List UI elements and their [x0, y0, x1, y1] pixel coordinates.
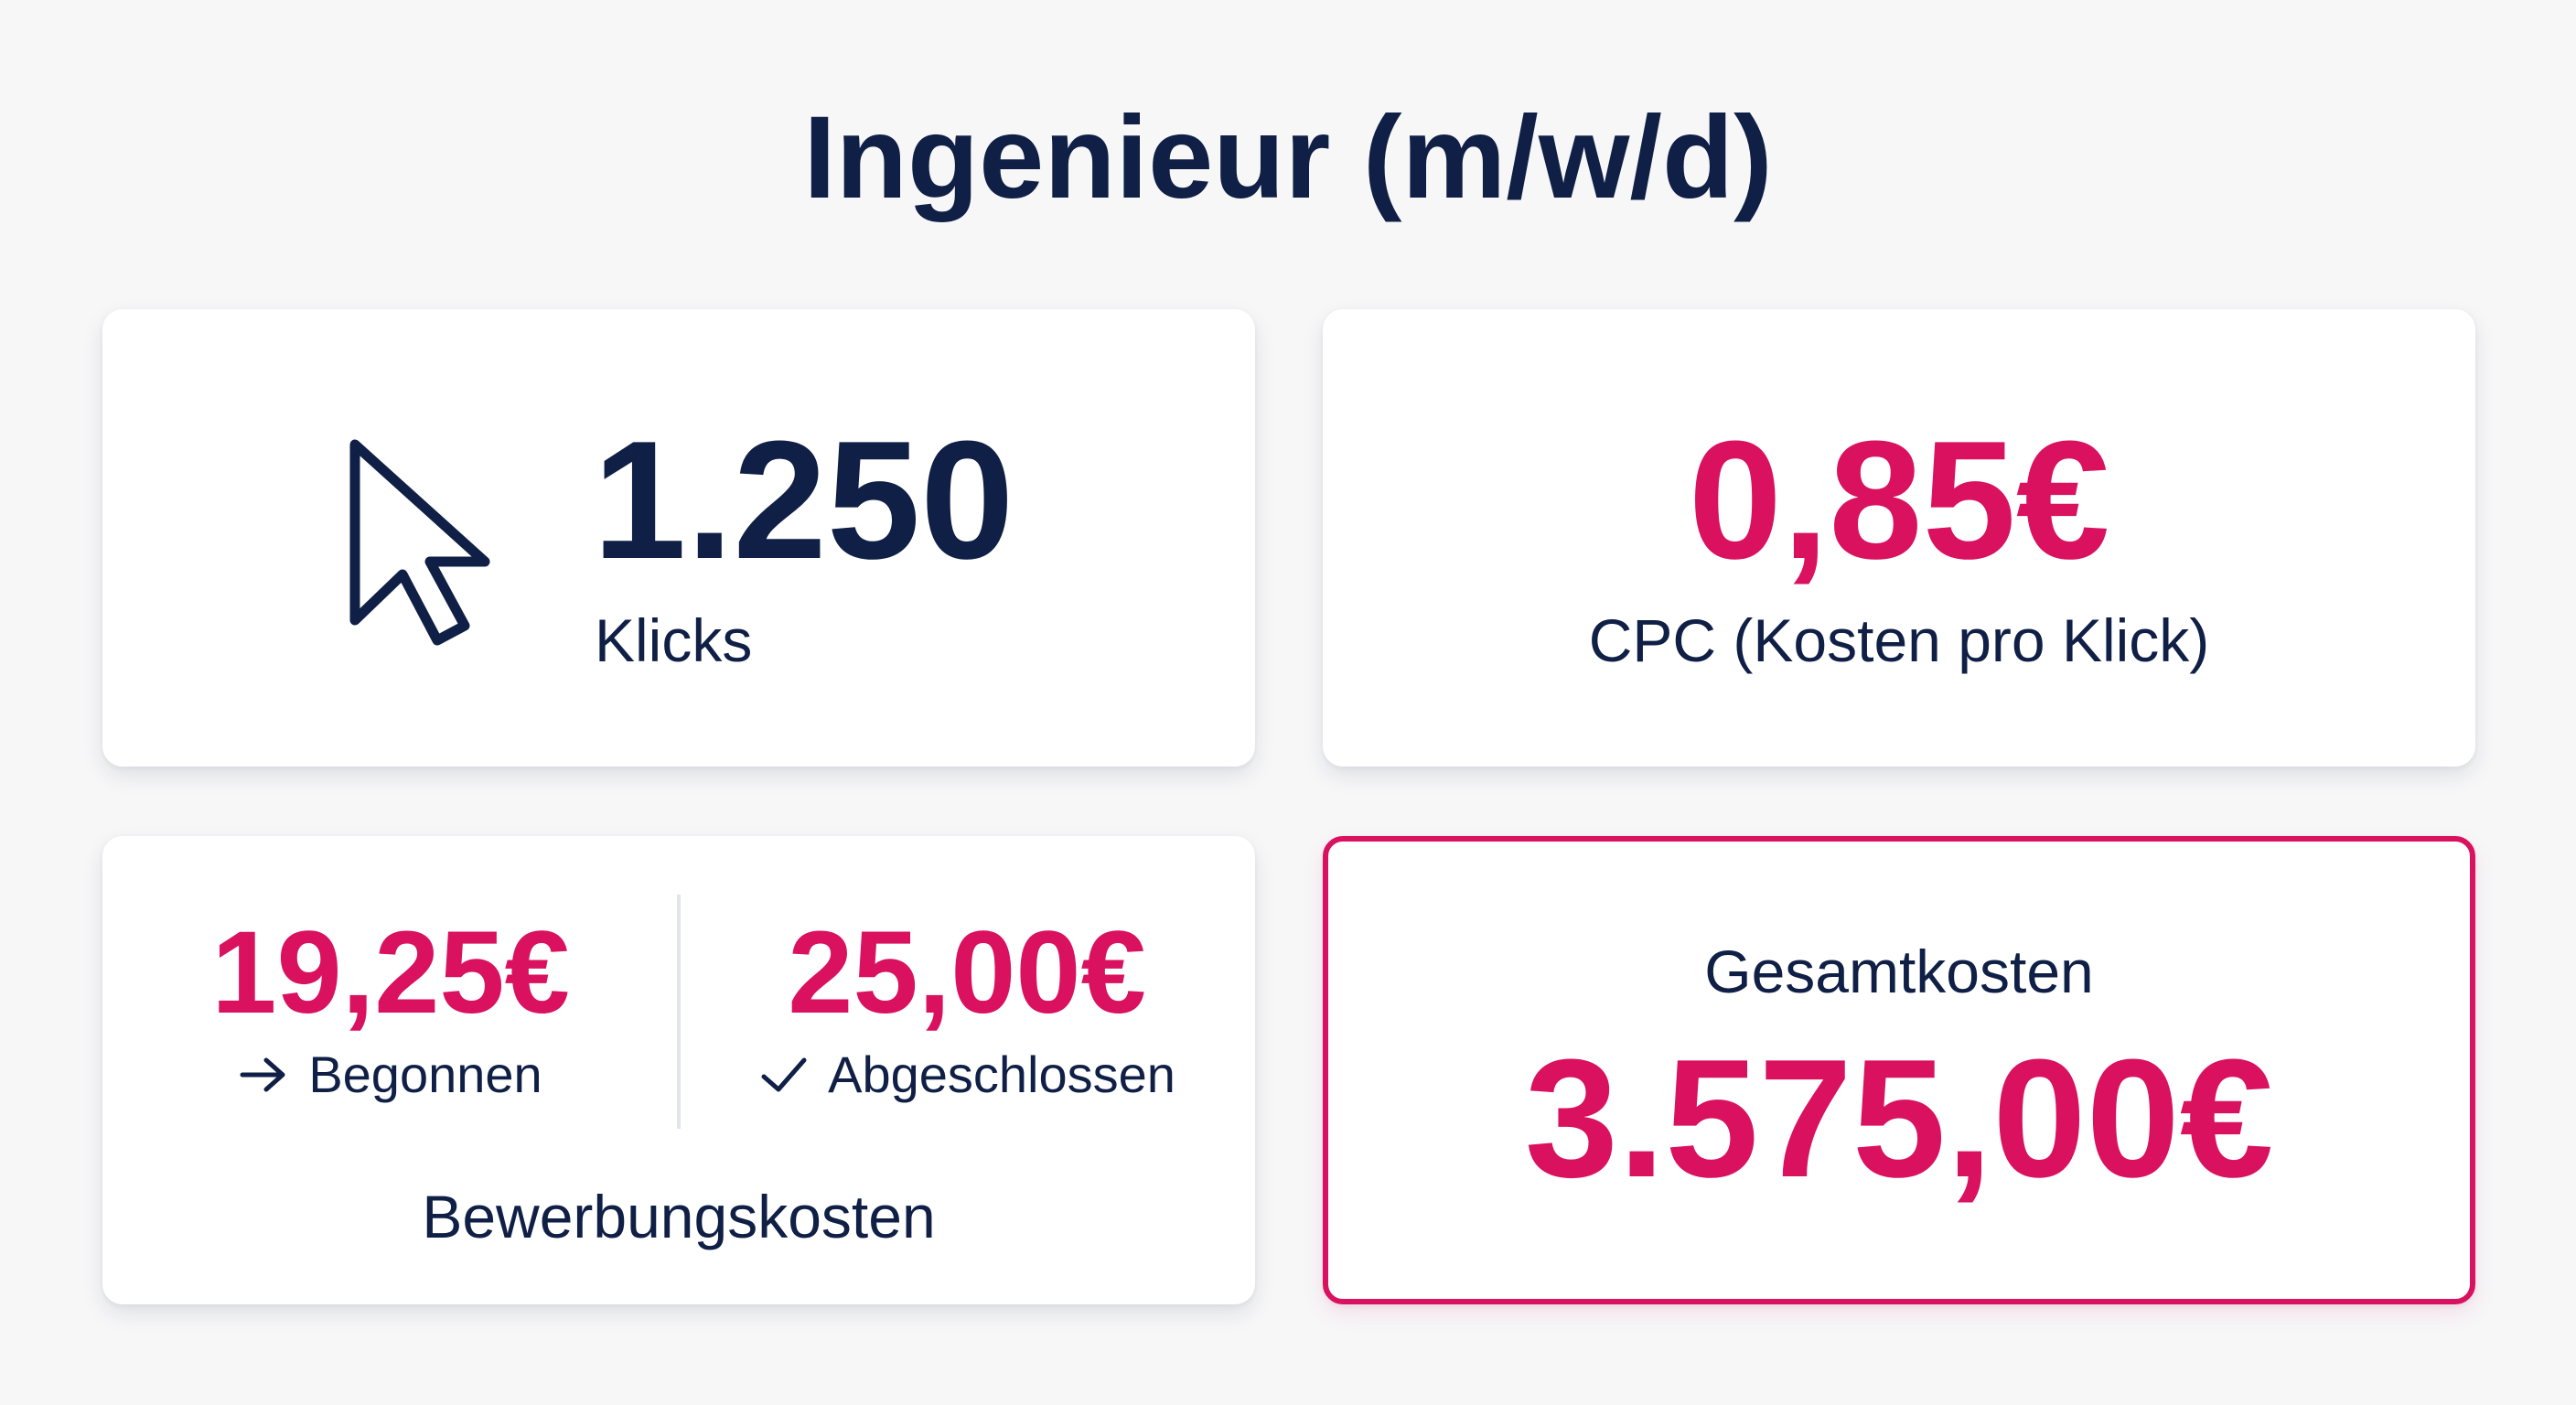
- total-costs-label: Gesamtkosten: [1704, 938, 2094, 1005]
- completed-cost-column: 25,00€ Abgeschlossen: [679, 909, 1255, 1107]
- cpc-value: 0,85€: [1688, 405, 2110, 594]
- completed-cost-label: Abgeschlossen: [828, 1046, 1175, 1103]
- total-costs-card: Gesamtkosten 3.575,00€: [1323, 836, 2475, 1304]
- started-cost-value: 19,25€: [211, 907, 570, 1038]
- started-cost-label: Begonnen: [308, 1046, 542, 1103]
- completed-cost-caption: Abgeschlossen: [679, 1043, 1255, 1107]
- mouse-cursor-icon: [349, 439, 490, 646]
- clicks-label: Klicks: [595, 606, 753, 674]
- clicks-value: 1.250: [593, 405, 1014, 594]
- clicks-card: 1.250 Klicks: [102, 309, 1255, 767]
- application-costs-label: Bewerbungskosten: [422, 1183, 936, 1250]
- started-cost-column: 19,25€ Begonnen: [102, 909, 679, 1107]
- checkmark-icon: [761, 1057, 807, 1092]
- started-cost-caption: Begonnen: [102, 1043, 679, 1107]
- application-costs-card: 19,25€ Begonnen 25,00€ Abgeschlossen Bew…: [102, 836, 1255, 1304]
- cpc-card: 0,85€ CPC (Kosten pro Klick): [1323, 309, 2475, 767]
- column-divider: [677, 895, 681, 1129]
- completed-cost-value: 25,00€: [788, 907, 1146, 1038]
- total-costs-value: 3.575,00€: [1524, 1024, 2274, 1212]
- cpc-label: CPC (Kosten pro Klick): [1588, 606, 2210, 674]
- arrow-right-icon: [240, 1057, 285, 1092]
- page-title: Ingenieur (m/w/d): [803, 92, 1773, 223]
